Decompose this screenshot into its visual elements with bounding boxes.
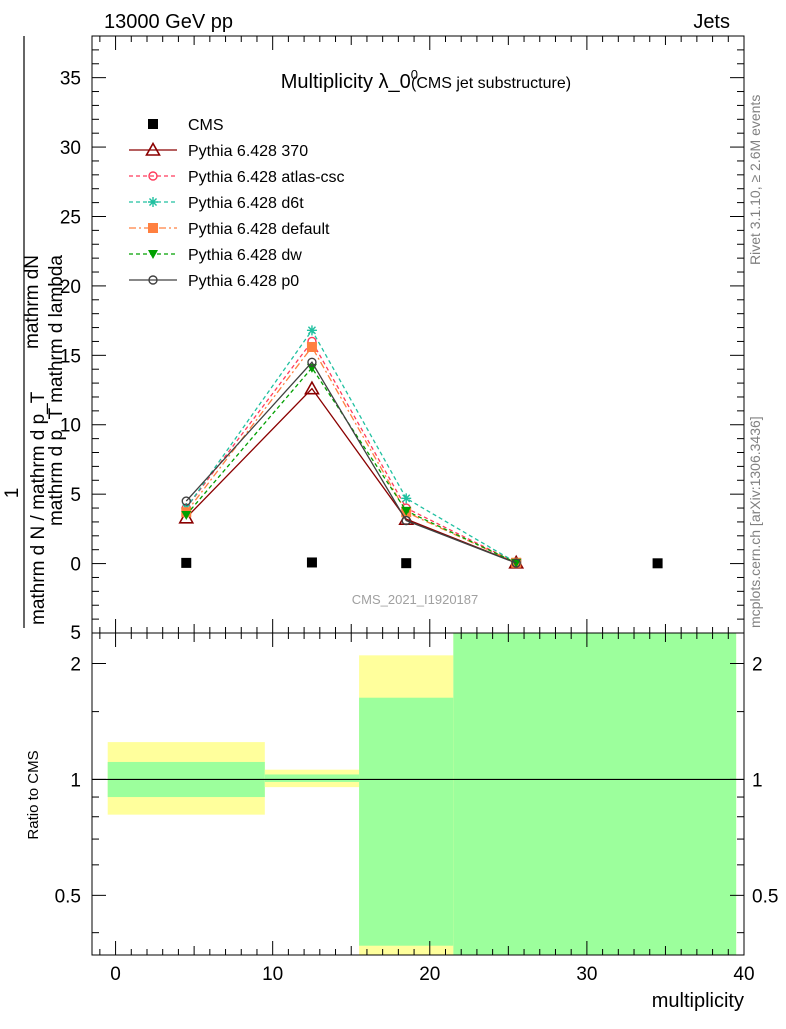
legend-label-3: Pythia 6.428 d6t [188, 195, 304, 212]
rivet-version: Rivet 3.1.10, ≥ 2.6M events [747, 95, 763, 265]
legend-marker-4 [148, 223, 158, 233]
series-line-2 [185, 340, 517, 564]
series-2 [181, 336, 521, 568]
ylabel-denominator: mathrm d p_T mathrm d lambda [46, 255, 67, 526]
series-5 [181, 363, 522, 568]
upper-ytick-label-4: 20 [60, 277, 81, 298]
upper-ytick-label-0: 0 [70, 555, 81, 576]
upper-ytick-label-7: 35 [60, 69, 81, 90]
header-right: Jets [693, 11, 730, 33]
series-0-point-1 [306, 557, 317, 568]
upper-ytick-partial: 5 [70, 623, 81, 644]
series-4-point-1 [306, 341, 317, 352]
ratio-xtick-label-3: 30 [576, 964, 597, 985]
ratio-ylabel: Ratio to CMS [25, 750, 42, 839]
legend-entry-1: Pythia 6.428 370 [129, 141, 308, 160]
series-5-point-2 [401, 506, 412, 516]
ratio-ytick-label-0: 0.5 [55, 886, 81, 907]
series-line-4 [185, 345, 517, 564]
legend-entry-3: Pythia 6.428 d6t [129, 195, 304, 212]
ratio-ytick-label-r-2: 2 [752, 654, 763, 675]
upper-ytick-label-6: 30 [60, 138, 81, 159]
legend-entry-6: Pythia 6.428 p0 [129, 273, 299, 290]
ratio-xtick-label-2: 20 [419, 964, 440, 985]
legend-entry-2: Pythia 6.428 atlas-csc [129, 169, 345, 186]
series-6-point-0 [181, 496, 191, 506]
ratio-ytick-label-r-1: 1 [752, 770, 763, 791]
legend-marker-0 [148, 119, 158, 129]
series-3 [181, 325, 522, 568]
ylabel-one: 1 [2, 488, 23, 499]
legend-entry-0: CMS [148, 117, 224, 134]
legend-entry-4: Pythia 6.428 default [129, 221, 330, 238]
series-6-point-2 [401, 515, 411, 526]
ratio-plot: 0.5 0.51 12 20 10 20 30 40 [55, 632, 778, 985]
series-5-point-0 [181, 510, 192, 520]
ylabel-numerator: mathrm dN [22, 255, 43, 349]
ratio-ytick-label-r-0: 0.5 [752, 886, 778, 907]
ratio-band-inner-2 [359, 697, 454, 946]
legend-label-6: Pythia 6.428 p0 [188, 273, 299, 290]
legend: CMS Pythia 6.428 370 Pythia 6.428 atlas-cs… [129, 117, 345, 290]
header-left: 13000 GeV pp [104, 11, 233, 33]
series-3-point-2 [401, 493, 412, 504]
upper-ytick-label-5: 25 [60, 207, 81, 228]
legend-entry-5: Pythia 6.428 dw [129, 247, 302, 264]
ratio-xtick-label-0: 0 [110, 964, 121, 985]
series-0-point-4 [652, 558, 663, 569]
legend-marker-6 [148, 275, 158, 285]
series-line-6 [185, 361, 517, 564]
chart-title: Multiplicity λ_00 [281, 67, 418, 93]
series-6 [181, 357, 521, 568]
series-5-point-3 [511, 558, 522, 568]
legend-label-2: Pythia 6.428 atlas-csc [188, 169, 345, 186]
series-line-5 [185, 366, 517, 564]
legend-marker-5 [148, 250, 158, 259]
ratio-xtick-label-4: 40 [733, 964, 754, 985]
legend-label-1: Pythia 6.428 370 [188, 143, 308, 160]
series-3-point-1 [306, 325, 317, 336]
ratio-band-inner-3 [453, 633, 737, 955]
mcplots-credit: mcplots.cern.ch [arXiv:1306.3436] [747, 416, 763, 628]
series-1-point-1 [304, 380, 320, 395]
legend-label-0: CMS [188, 117, 224, 134]
legend-marker-3 [148, 197, 158, 207]
ratio-frame [91, 632, 745, 956]
chart-subtitle: (CMS jet substructure) [411, 75, 571, 92]
chart-title-sup: 0 [411, 67, 418, 82]
series-6-point-1 [307, 357, 317, 367]
analysis-watermark: CMS_2021_I1920187 [352, 592, 479, 607]
upper-ytick-label-2: 10 [60, 416, 81, 437]
ratio-ytick-label-1: 1 [70, 770, 81, 791]
series-6-point-3 [511, 558, 521, 568]
ratio-ytick-label-2: 2 [70, 654, 81, 675]
ratio-xtick-label-1: 10 [262, 964, 283, 985]
xlabel: multiplicity [652, 990, 744, 1012]
ratio-band-inner-1 [264, 774, 360, 782]
series-0-point-0 [181, 557, 192, 568]
ylabel-bottom: mathrm d N / mathrm d p_T [28, 391, 49, 625]
legend-marker-2 [148, 171, 158, 181]
series-line-1 [185, 387, 517, 564]
upper-plot: 0 5 10 15 20 25 30 35 [60, 35, 745, 634]
series-4 [181, 341, 522, 568]
upper-ytick-label-3: 15 [60, 346, 81, 367]
legend-label-5: Pythia 6.428 dw [188, 247, 302, 264]
upper-ytick-label-1: 5 [70, 485, 81, 506]
series-0 [181, 557, 663, 569]
legend-marker-1 [145, 141, 161, 156]
upper-ylabel: mathrm dN mathrm d p_T mathrm d lambda 1… [2, 36, 67, 628]
series-0-point-2 [401, 558, 412, 569]
legend-label-4: Pythia 6.428 default [188, 221, 330, 238]
series-line-3 [185, 329, 517, 564]
